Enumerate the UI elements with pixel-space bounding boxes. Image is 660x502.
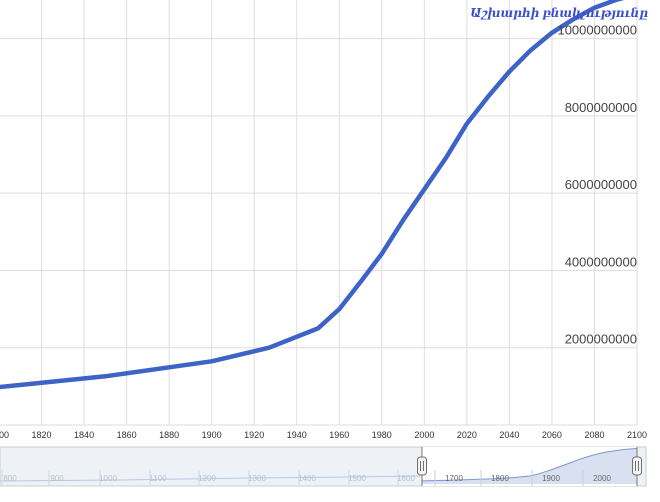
series-line [0,0,625,390]
y-axis: 2000000000 4000000000 6000000000 8000000000… [557,23,637,347]
y-tick-label: 10000000000 [557,23,637,38]
x-tick-label: 1840 [74,430,94,440]
navigator-faded-label: 1000 [99,474,117,483]
x-axis: 1800 1820 1840 1860 1880 1900 1920 1940 1960 1980… [0,430,647,440]
navigator-faded-label: 1200 [198,474,216,483]
x-tick-label: 1860 [117,430,137,440]
navigator-faded-label: 1600 [397,474,415,483]
navigator-label: 2000 [593,474,611,483]
x-tick-label: 1820 [32,430,52,440]
y-tick-label: 4000000000 [565,254,637,269]
navigator-overview-line [0,475,421,482]
x-tick-label: 2100 [627,430,647,440]
x-tick-label: 2080 [584,430,604,440]
x-tick-label: 2000 [414,430,434,440]
navigator-label: 1700 [445,474,463,483]
x-tick-label: 1800 [0,430,9,440]
y-tick-label: 2000000000 [565,332,637,347]
navigator-faded-label: 1400 [298,474,316,483]
x-tick-label: 2020 [457,430,477,440]
y-tick-label: 8000000000 [565,100,637,115]
y-tick-label: 6000000000 [565,177,637,192]
x-tick-label: 1920 [244,430,264,440]
navigator-faded-label: 800 [3,474,17,483]
navigator-left-handle[interactable] [417,456,427,476]
range-navigator[interactable]: 800 900 1000 1100 1200 1300 1400 1500 1600 1700 18… [0,446,647,487]
navigator-overview-series [421,448,638,482]
navigator-faded-label: 1300 [248,474,266,483]
navigator-faded-label: 900 [50,474,64,483]
navigator-right-handle[interactable] [632,456,642,476]
x-tick-label: 1940 [287,430,307,440]
navigator-label: 1800 [491,474,509,483]
x-tick-label: 1980 [372,430,392,440]
navigator-faded-label: 1500 [348,474,366,483]
x-tick-label: 1880 [159,430,179,440]
x-tick-label: 1960 [329,430,349,440]
navigator-faded-label: 1100 [149,474,167,483]
x-tick-label: 2040 [499,430,519,440]
x-tick-label: 1900 [202,430,222,440]
chart-series [0,0,625,390]
chart-grid [0,0,638,426]
chart-title: Աշխարհի բնակչությունը [470,6,648,20]
navigator-label: 1900 [542,474,560,483]
x-tick-label: 2060 [542,430,562,440]
